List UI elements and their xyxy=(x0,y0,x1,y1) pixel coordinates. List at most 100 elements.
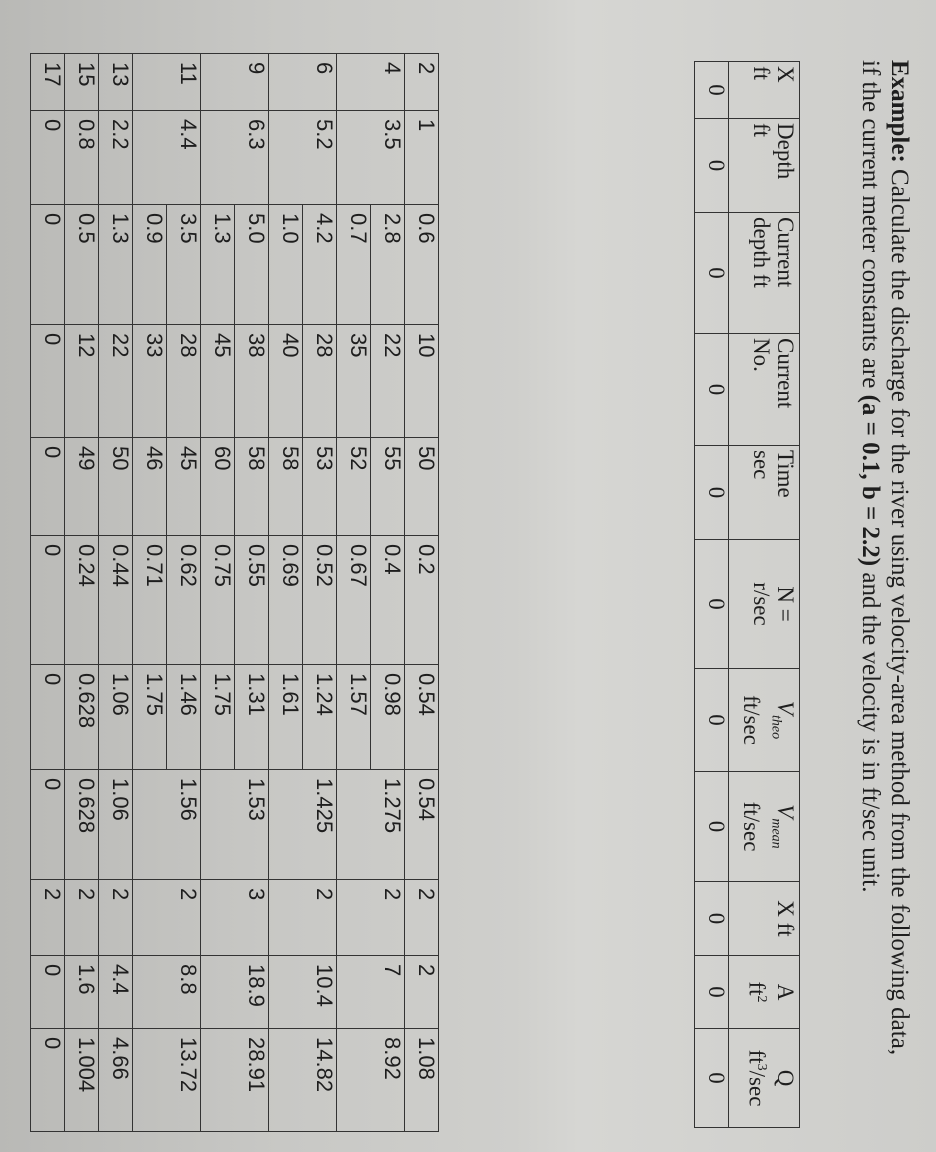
table-cell: 0.628 xyxy=(64,769,99,880)
table-cell: 1.56 xyxy=(132,769,201,880)
header-superscript: 2 xyxy=(754,995,769,1003)
data-table: 2 1 0.6 10 50 0.2 0.54 0.54 2 2 1.08 4 3.5 2.8 22 55 0.4… xyxy=(30,53,439,1132)
table-cell: 4.2 xyxy=(302,204,337,325)
table-cell: 6.3 xyxy=(200,110,269,205)
table-cell: 35 xyxy=(336,324,371,438)
table-row: 4 3.5 2.8 22 55 0.4 0.98 1.275 2 7 8.92 xyxy=(336,53,405,1132)
table-cell: 0.75 xyxy=(200,535,235,665)
table-cell: 0.54 xyxy=(404,769,439,880)
table-cell: 28 xyxy=(166,324,201,438)
table-cell: 1.06 xyxy=(98,664,133,770)
table-cell: 0 xyxy=(694,333,729,446)
header-unit: r/sec xyxy=(749,582,774,626)
table-cell: 0.7 xyxy=(336,204,371,325)
table-cell: 0 xyxy=(694,539,729,669)
table-cell: 0.54 xyxy=(404,664,439,770)
table-cell: 0 xyxy=(30,324,65,438)
table-cell: 4.4 xyxy=(132,110,201,205)
table-cell: 13.72 xyxy=(132,1028,201,1132)
column-header: Vmean ft/sec xyxy=(728,771,800,882)
table-cell: 2.8 xyxy=(370,204,405,325)
table-cell: 0.44 xyxy=(98,535,133,665)
table-cell: 50 xyxy=(98,437,133,536)
header-unit: sec xyxy=(749,450,774,480)
table-cell: 1 xyxy=(404,110,439,205)
table-cell: 0 xyxy=(30,110,65,205)
table-cell: 1.53 xyxy=(200,769,269,880)
table-row: 13 2.2 1.3 22 50 0.44 1.06 1.06 2 4.4 4.66 xyxy=(98,53,133,1132)
table-cell: 0.52 xyxy=(302,535,337,665)
table-cell: 2 xyxy=(64,879,99,956)
column-header: N = r/sec xyxy=(728,539,800,669)
table-cell: 1.275 xyxy=(336,769,405,880)
table-cell: 4 xyxy=(336,53,405,111)
table-cell: 28 xyxy=(302,324,337,438)
table-cell: 0 xyxy=(694,881,729,956)
statement-text-end: and the velocity is in ft/sec unit. xyxy=(857,566,884,893)
table-cell: 22 xyxy=(98,324,133,438)
table-cell: 1.425 xyxy=(268,769,337,880)
table-cell: 0 xyxy=(694,771,729,882)
table-cell: 58 xyxy=(234,437,269,536)
table-cell: 33 xyxy=(132,324,167,438)
table-cell: 40 xyxy=(268,324,303,438)
table-cell: 49 xyxy=(64,437,99,536)
table-cell: 0 xyxy=(694,445,729,540)
table-cell: 0.62 xyxy=(166,535,201,665)
table-cell: 15 xyxy=(64,53,99,111)
table-cell: 0 xyxy=(694,118,729,213)
table-cell: 1.57 xyxy=(336,664,371,770)
table-cell: 50 xyxy=(404,437,439,536)
table-cell: 3.5 xyxy=(336,110,405,205)
table-cell: 38 xyxy=(234,324,269,438)
header-main: Current xyxy=(773,217,798,288)
table-cell: 46 xyxy=(132,437,167,536)
table-cell: 12 xyxy=(64,324,99,438)
table-cell: 9 xyxy=(200,53,269,111)
header-main: V xyxy=(773,804,798,819)
table-cell: 58 xyxy=(268,437,303,536)
table-cell: 53 xyxy=(302,437,337,536)
table-cell: 45 xyxy=(200,324,235,438)
column-header: Current No. xyxy=(728,333,800,446)
table-cell: 1.08 xyxy=(404,1028,439,1132)
table-cell: 0.55 xyxy=(234,535,269,665)
table-cell: 5.2 xyxy=(268,110,337,205)
table-cell: 0 xyxy=(30,535,65,665)
column-header: Current depth ft xyxy=(728,212,800,334)
table-cell: 0.69 xyxy=(268,535,303,665)
table-row: 17 0 0 0 0 0 0 0 2 0 0 xyxy=(30,53,65,1132)
table-cell: 22 xyxy=(370,324,405,438)
table-cell: 5.0 xyxy=(234,204,269,325)
table-cell: 2 xyxy=(336,879,405,956)
table-cell: 8.8 xyxy=(132,955,201,1029)
header-subscript: theo xyxy=(768,714,784,740)
table-cell: 1.75 xyxy=(132,664,167,770)
header-main: Time xyxy=(773,450,798,498)
header-unit: ft/sec xyxy=(739,695,765,745)
header-main: A xyxy=(773,983,798,1001)
table-cell: 60 xyxy=(200,437,235,536)
table-cell: 1.31 xyxy=(234,664,269,770)
table-row: 2 1 0.6 10 50 0.2 0.54 0.54 2 2 1.08 xyxy=(404,53,439,1132)
table-cell: 1.46 xyxy=(166,664,201,770)
header-unit: ft/sec xyxy=(739,801,765,852)
table-cell: 17 xyxy=(30,53,65,111)
header-main: V xyxy=(773,700,798,715)
table-cell: 0.9 xyxy=(132,204,167,325)
table-cell: 8.92 xyxy=(336,1028,405,1132)
table-cell: 0 xyxy=(694,61,729,119)
column-header: Vtheo ft/sec xyxy=(728,668,800,772)
meter-constants: (a = 0.1, b = 2.2) xyxy=(857,394,884,567)
table-cell: 0 xyxy=(30,664,65,770)
problem-statement: Example: Calculate the discharge for the… xyxy=(856,60,914,1060)
table-cell: 1.75 xyxy=(200,664,235,770)
table-cell: 0.4 xyxy=(370,535,405,665)
table-cell: 7 xyxy=(336,955,405,1029)
column-header: Time sec xyxy=(728,445,800,540)
table-cell: 0.2 xyxy=(404,535,439,665)
